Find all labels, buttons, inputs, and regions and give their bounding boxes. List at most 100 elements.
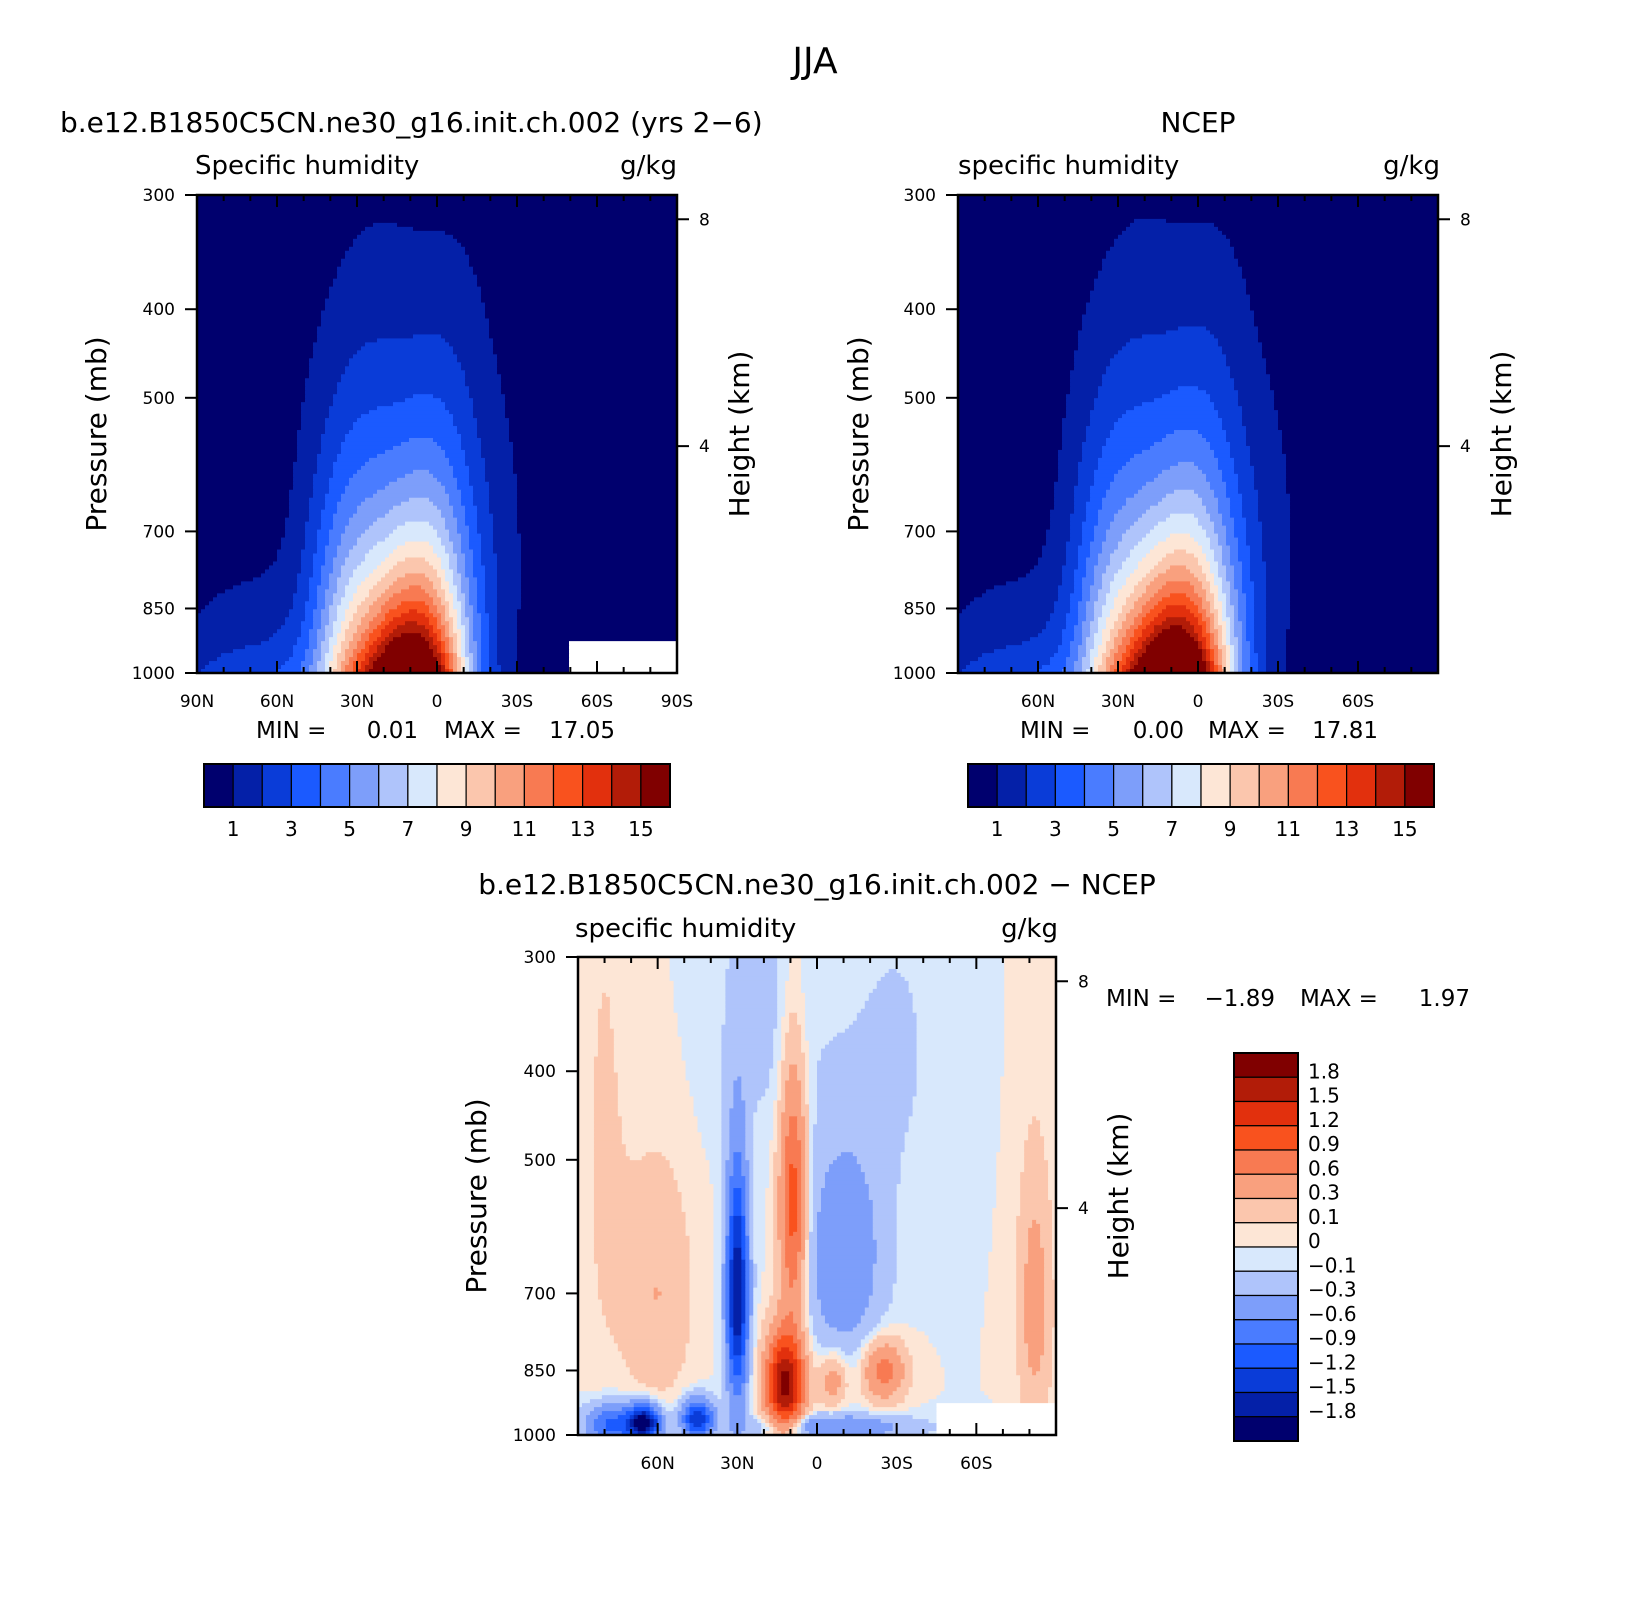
colorbar-swatch: [1233, 1246, 1299, 1272]
colorbar-swatch: [996, 763, 1027, 808]
panel-difference-units-label: g/kg: [1001, 914, 1058, 944]
colorbar-swatch: [1233, 1173, 1299, 1200]
colorbar-swatch: [1375, 763, 1406, 808]
colorbar-swatch: [1233, 1222, 1299, 1248]
panel-model-ylabel: Pressure (mb): [80, 336, 113, 531]
panel-ncep-colorbar: 1 3 5 7 9 11 13 15: [967, 763, 1435, 841]
panel-ncep-min-label: MIN =: [1020, 718, 1090, 744]
panel-difference-contours: [578, 957, 1056, 1435]
colorbar-label: 9: [460, 817, 473, 841]
y-tick-label: 500: [143, 389, 175, 409]
x-tick-label: 60S: [581, 692, 613, 712]
colorbar-swatch: [319, 763, 351, 808]
colorbar-label: 15: [1392, 817, 1417, 841]
colorbar-swatch: [407, 763, 438, 808]
colorbar-swatch: [1233, 1391, 1299, 1418]
panel-model-max-label: MAX =: [444, 718, 522, 744]
colorbar-swatch: [1233, 1149, 1299, 1175]
colorbar-label: 1: [991, 817, 1004, 841]
colorbar-label: 0.3: [1308, 1181, 1340, 1205]
panel-model-colorbar: 1 3 5 7 9 11 13 15: [203, 763, 671, 841]
y-tick-label: 300: [143, 186, 175, 206]
panel-ncep-variable-label: specific humidity: [958, 151, 1179, 181]
x-tick-label: 60S: [960, 1454, 992, 1474]
colorbar-swatch: [1233, 1343, 1299, 1369]
panel-ncep-contours: [958, 195, 1438, 673]
panel-difference-ylabel: Pressure (mb): [460, 1098, 493, 1293]
y-tick-label: 500: [904, 389, 936, 409]
colorbar-label: 1.5: [1308, 1084, 1340, 1108]
panel-ncep-max-label: MAX =: [1208, 718, 1286, 744]
colorbar-label: 5: [1107, 817, 1120, 841]
x-tick-label: 60N: [1021, 692, 1055, 712]
x-tick-label: 90N: [180, 692, 214, 712]
x-tick-label: 30N: [340, 692, 374, 712]
colorbar-label: 3: [285, 817, 298, 841]
colorbar-label: −1.5: [1308, 1375, 1357, 1399]
colorbar-swatch: [1233, 1294, 1299, 1321]
colorbar-swatch: [1233, 1197, 1299, 1224]
x-tick-label: 60N: [640, 1454, 674, 1474]
colorbar-label: 0: [1308, 1229, 1321, 1253]
colorbar-label: −0.9: [1308, 1326, 1357, 1350]
x-tick-label: 30S: [1262, 692, 1294, 712]
colorbar-frame: [967, 763, 1435, 808]
panel-model-max-value: 17.05: [549, 718, 615, 744]
x-tick-label: 60N: [260, 692, 294, 712]
colorbar-swatch: [1233, 1367, 1299, 1394]
colorbar-label: 5: [343, 817, 356, 841]
y-tick-label: 850: [524, 1361, 556, 1381]
colorbar-label: 13: [570, 817, 595, 841]
panel-difference-max-label: MAX =: [1300, 986, 1378, 1012]
panel-model-min-value: 0.01: [367, 718, 418, 744]
colorbar-label: −1.2: [1308, 1350, 1357, 1374]
y2-tick-label: 8: [699, 210, 710, 230]
colorbar-swatch: [1171, 763, 1202, 808]
colorbar-label: 7: [402, 817, 415, 841]
colorbar-swatch: [1346, 763, 1377, 808]
colorbar-label: 0.6: [1308, 1156, 1340, 1180]
colorbar-swatch: [582, 763, 613, 808]
y-tick-label: 700: [143, 522, 175, 542]
panel-model-min-label: MIN =: [256, 718, 326, 744]
colorbar-label: 11: [512, 817, 537, 841]
panel-model: b.e12.B1850C5CN.ne30_g16.init.ch.002 (yr…: [60, 106, 763, 841]
colorbar-swatch: [290, 763, 322, 808]
colorbar-swatch: [1200, 763, 1231, 808]
panel-difference-min-value: −1.89: [1205, 986, 1275, 1012]
colorbar-swatch: [436, 763, 467, 808]
colorbar-label: 1: [227, 817, 240, 841]
colorbar-frame: [1233, 1052, 1299, 1442]
colorbar-swatch: [1233, 1052, 1299, 1078]
colorbar-swatch: [552, 763, 584, 808]
colorbar-swatch: [611, 763, 642, 808]
colorbar-label: 13: [1334, 817, 1359, 841]
x-tick-label: 30N: [720, 1454, 754, 1474]
colorbar-swatch: [1233, 1416, 1299, 1442]
colorbar-label: 7: [1166, 817, 1179, 841]
colorbar-swatch: [1316, 763, 1348, 808]
panel-model-axes: 90N 60N 30N 0 30S 60S 90S 300 400 500 700 850 1000 8 4: [132, 186, 710, 712]
colorbar-swatch: [523, 763, 555, 808]
colorbar-label: −0.1: [1308, 1253, 1357, 1277]
y2-tick-label: 4: [1460, 437, 1471, 457]
y-tick-label: 700: [524, 1284, 556, 1304]
colorbar-frame: [203, 763, 671, 808]
colorbar-swatch: [203, 763, 234, 808]
y-tick-label: 400: [904, 300, 936, 320]
colorbar-swatch: [1233, 1270, 1299, 1297]
y-tick-label: 700: [904, 522, 936, 542]
colorbar-label: 9: [1224, 817, 1237, 841]
panel-ncep-min-value: 0.00: [1133, 718, 1184, 744]
panel-difference-axes: 60N 30N 0 30S 60S 300 400 500 700 850 1000 8 4: [513, 948, 1089, 1474]
y-tick-label: 500: [524, 1151, 556, 1171]
colorbar-swatch: [1113, 763, 1144, 808]
y-tick-label: 400: [524, 1062, 556, 1082]
y2-tick-label: 8: [1460, 210, 1471, 230]
colorbar-swatch: [1229, 763, 1260, 808]
y-tick-label: 400: [143, 300, 175, 320]
colorbar-swatch: [1083, 763, 1115, 808]
panel-ncep-case-title: NCEP: [1160, 106, 1235, 139]
y-tick-label: 850: [904, 599, 936, 619]
panel-ncep-axes: 60N 30N 0 30S 60S 300 400 500 700 850 1000 8 4: [893, 186, 1471, 712]
